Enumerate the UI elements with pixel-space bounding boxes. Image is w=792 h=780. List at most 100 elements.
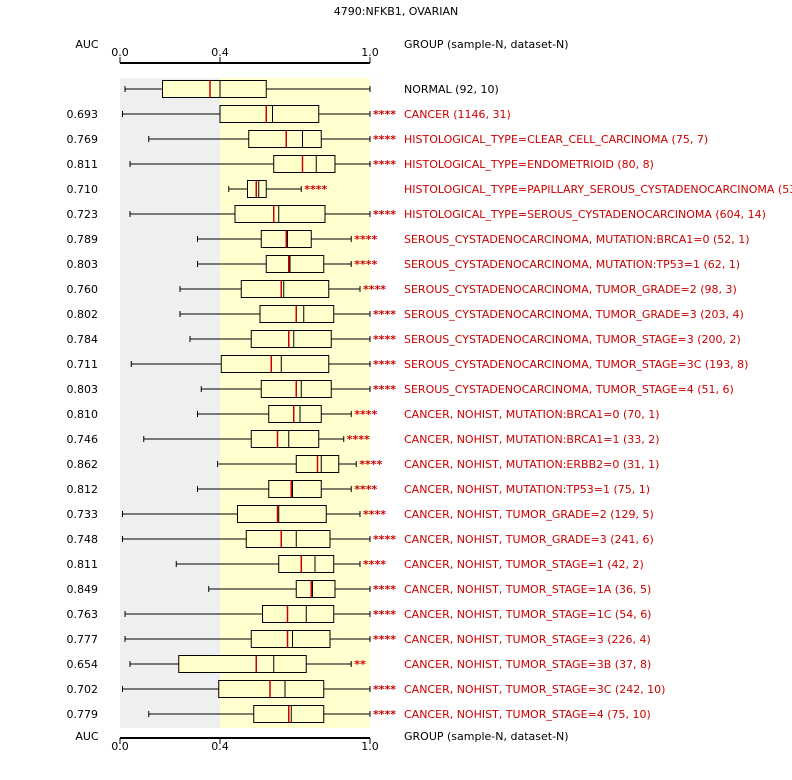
boxplot-row: **** 0.693 CANCER (1146, 31) <box>67 105 511 123</box>
group-label: CANCER, NOHIST, TUMOR_STAGE=1C (54, 6) <box>404 608 651 621</box>
iqr-box <box>265 255 325 273</box>
auc-header-bottom: AUC <box>75 730 99 743</box>
boxplot-row: **** 0.746 CANCER, NOHIST, MUTATION:BRCA1=… <box>67 430 660 448</box>
iqr-box <box>219 105 320 123</box>
iqr-box <box>234 205 326 223</box>
auc-value: 0.862 <box>67 458 99 471</box>
auc-value: 0.803 <box>67 383 99 396</box>
group-label: CANCER, NOHIST, TUMOR_STAGE=4 (75, 10) <box>404 708 651 721</box>
group-label: CANCER, NOHIST, TUMOR_GRADE=3 (241, 6) <box>404 533 654 546</box>
boxplot-row: **** 0.723 HISTOLOGICAL_TYPE=SEROUS_CYSTAD… <box>67 205 766 223</box>
auc-value: 0.779 <box>67 708 99 721</box>
significance-stars: **** <box>373 708 396 721</box>
boxplot-row: **** 0.763 CANCER, NOHIST, TUMOR_STAGE=1C … <box>67 605 651 623</box>
significance-stars: **** <box>354 408 377 421</box>
group-label: SEROUS_CYSTADENOCARCINOMA, TUMOR_GRADE=3… <box>404 308 744 321</box>
iqr-box <box>218 680 325 698</box>
significance-stars: **** <box>363 508 386 521</box>
boxplot-row: **** 0.789 SEROUS_CYSTADENOCARCINOMA, MUTA… <box>67 230 750 248</box>
auc-value: 0.811 <box>67 558 99 571</box>
background-bands <box>120 78 370 728</box>
significance-stars: **** <box>373 583 396 596</box>
group-label: CANCER, NOHIST, TUMOR_STAGE=3C (242, 10) <box>404 683 665 696</box>
group-label: CANCER, NOHIST, TUMOR_STAGE=3 (226, 4) <box>404 633 651 646</box>
auc-value: 0.733 <box>67 508 99 521</box>
auc-value: 0.802 <box>67 308 99 321</box>
x-tick-label-bottom: 1.0 <box>361 740 379 753</box>
group-label: SEROUS_CYSTADENOCARCINOMA, TUMOR_STAGE=3… <box>404 333 741 346</box>
boxplot-row: **** 0.849 CANCER, NOHIST, TUMOR_STAGE=1A … <box>67 580 651 598</box>
group-label: SEROUS_CYSTADENOCARCINOMA, MUTATION:TP53… <box>404 258 740 271</box>
significance-stars: **** <box>363 558 386 571</box>
auc-value: 0.849 <box>67 583 99 596</box>
group-label: CANCER, NOHIST, TUMOR_STAGE=1A (36, 5) <box>404 583 651 596</box>
significance-stars: **** <box>354 483 377 496</box>
boxplot-row: ** 0.654 CANCER, NOHIST, TUMOR_STAGE=3B (3… <box>67 655 651 673</box>
significance-stars: **** <box>373 208 396 221</box>
significance-stars: **** <box>373 158 396 171</box>
iqr-box <box>237 505 327 523</box>
significance-stars: **** <box>304 183 327 196</box>
auc-value: 0.789 <box>67 233 99 246</box>
iqr-box <box>248 130 322 148</box>
boxplot-row: **** 0.784 SEROUS_CYSTADENOCARCINOMA, TUMO… <box>67 330 741 348</box>
boxplot-row: **** 0.777 CANCER, NOHIST, TUMOR_STAGE=3 (… <box>67 630 651 648</box>
iqr-box <box>295 580 336 598</box>
auc-value: 0.784 <box>67 333 99 346</box>
auc-value: 0.760 <box>67 283 99 296</box>
boxplot-row: **** 0.769 HISTOLOGICAL_TYPE=CLEAR_CELL_CA… <box>67 130 708 148</box>
auc-value: 0.777 <box>67 633 99 646</box>
significance-stars: **** <box>347 433 370 446</box>
auc-value: 0.693 <box>67 108 99 121</box>
iqr-box <box>250 330 332 348</box>
auc-value: 0.763 <box>67 608 99 621</box>
x-tick-label-top: 0.4 <box>211 46 229 59</box>
boxplot-row: NORMAL (92, 10) <box>124 80 499 98</box>
iqr-box <box>178 655 307 673</box>
group-label: CANCER, NOHIST, TUMOR_GRADE=2 (129, 5) <box>404 508 654 521</box>
boxplot-row: **** 0.711 SEROUS_CYSTADENOCARCINOMA, TUMO… <box>67 355 748 373</box>
boxplot-row: **** 0.811 CANCER, NOHIST, TUMOR_STAGE=1 (… <box>67 555 644 573</box>
iqr-box <box>268 480 322 498</box>
boxplot-row: **** 0.803 SEROUS_CYSTADENOCARCINOMA, MUTA… <box>67 255 740 273</box>
significance-stars: **** <box>363 283 386 296</box>
auc-value: 0.748 <box>67 533 99 546</box>
group-header-bottom: GROUP (sample-N, dataset-N) <box>404 730 569 743</box>
group-label: SEROUS_CYSTADENOCARCINOMA, TUMOR_STAGE=3… <box>404 358 748 371</box>
group-label: CANCER (1146, 31) <box>404 108 511 121</box>
significance-stars: **** <box>373 633 396 646</box>
group-label: HISTOLOGICAL_TYPE=CLEAR_CELL_CARCINOMA (… <box>404 133 708 146</box>
group-label: CANCER, NOHIST, MUTATION:TP53=1 (75, 1) <box>404 483 650 496</box>
boxplot-row: **** 0.811 HISTOLOGICAL_TYPE=ENDOMETRIOID … <box>67 155 654 173</box>
iqr-box <box>278 555 335 573</box>
auc-value: 0.746 <box>67 433 99 446</box>
significance-stars: **** <box>373 358 396 371</box>
group-label: SEROUS_CYSTADENOCARCINOMA, TUMOR_GRADE=2… <box>404 283 737 296</box>
boxplot-rows: NORMAL (92, 10) **** 0.693 CANCER (1146, 31… <box>67 80 792 723</box>
auc-value: 0.812 <box>67 483 99 496</box>
iqr-box <box>240 280 330 298</box>
group-label: SEROUS_CYSTADENOCARCINOMA, TUMOR_STAGE=4… <box>404 383 734 396</box>
chart-title: 4790:NFKB1, OVARIAN <box>334 5 458 18</box>
iqr-box <box>245 530 331 548</box>
boxplot-row: **** 0.812 CANCER, NOHIST, MUTATION:TP53=1… <box>67 480 650 498</box>
auc-value: 0.702 <box>67 683 99 696</box>
boxplot-row: **** 0.702 CANCER, NOHIST, TUMOR_STAGE=3C … <box>67 680 665 698</box>
auc-value: 0.803 <box>67 258 99 271</box>
significance-stars: ** <box>354 658 366 671</box>
significance-stars: **** <box>373 133 396 146</box>
auc-value: 0.811 <box>67 158 99 171</box>
iqr-box <box>250 430 320 448</box>
group-label: CANCER, NOHIST, MUTATION:BRCA1=0 (70, 1) <box>404 408 660 421</box>
gray-band <box>120 78 220 728</box>
group-label: CANCER, NOHIST, MUTATION:ERBB2=0 (31, 1) <box>404 458 659 471</box>
significance-stars: **** <box>373 533 396 546</box>
group-label: HISTOLOGICAL_TYPE=SEROUS_CYSTADENOCARCIN… <box>404 208 766 221</box>
boxplot-row: **** 0.748 CANCER, NOHIST, TUMOR_GRADE=3 (… <box>67 530 654 548</box>
significance-stars: **** <box>354 233 377 246</box>
significance-stars: **** <box>359 458 382 471</box>
boxplot-row: **** 0.810 CANCER, NOHIST, MUTATION:BRCA1=… <box>67 405 660 423</box>
axes: 0.0 0.4 1.0 AUC GROUP (sample-N, dataset-N) 0… <box>75 38 568 753</box>
significance-stars: **** <box>373 308 396 321</box>
